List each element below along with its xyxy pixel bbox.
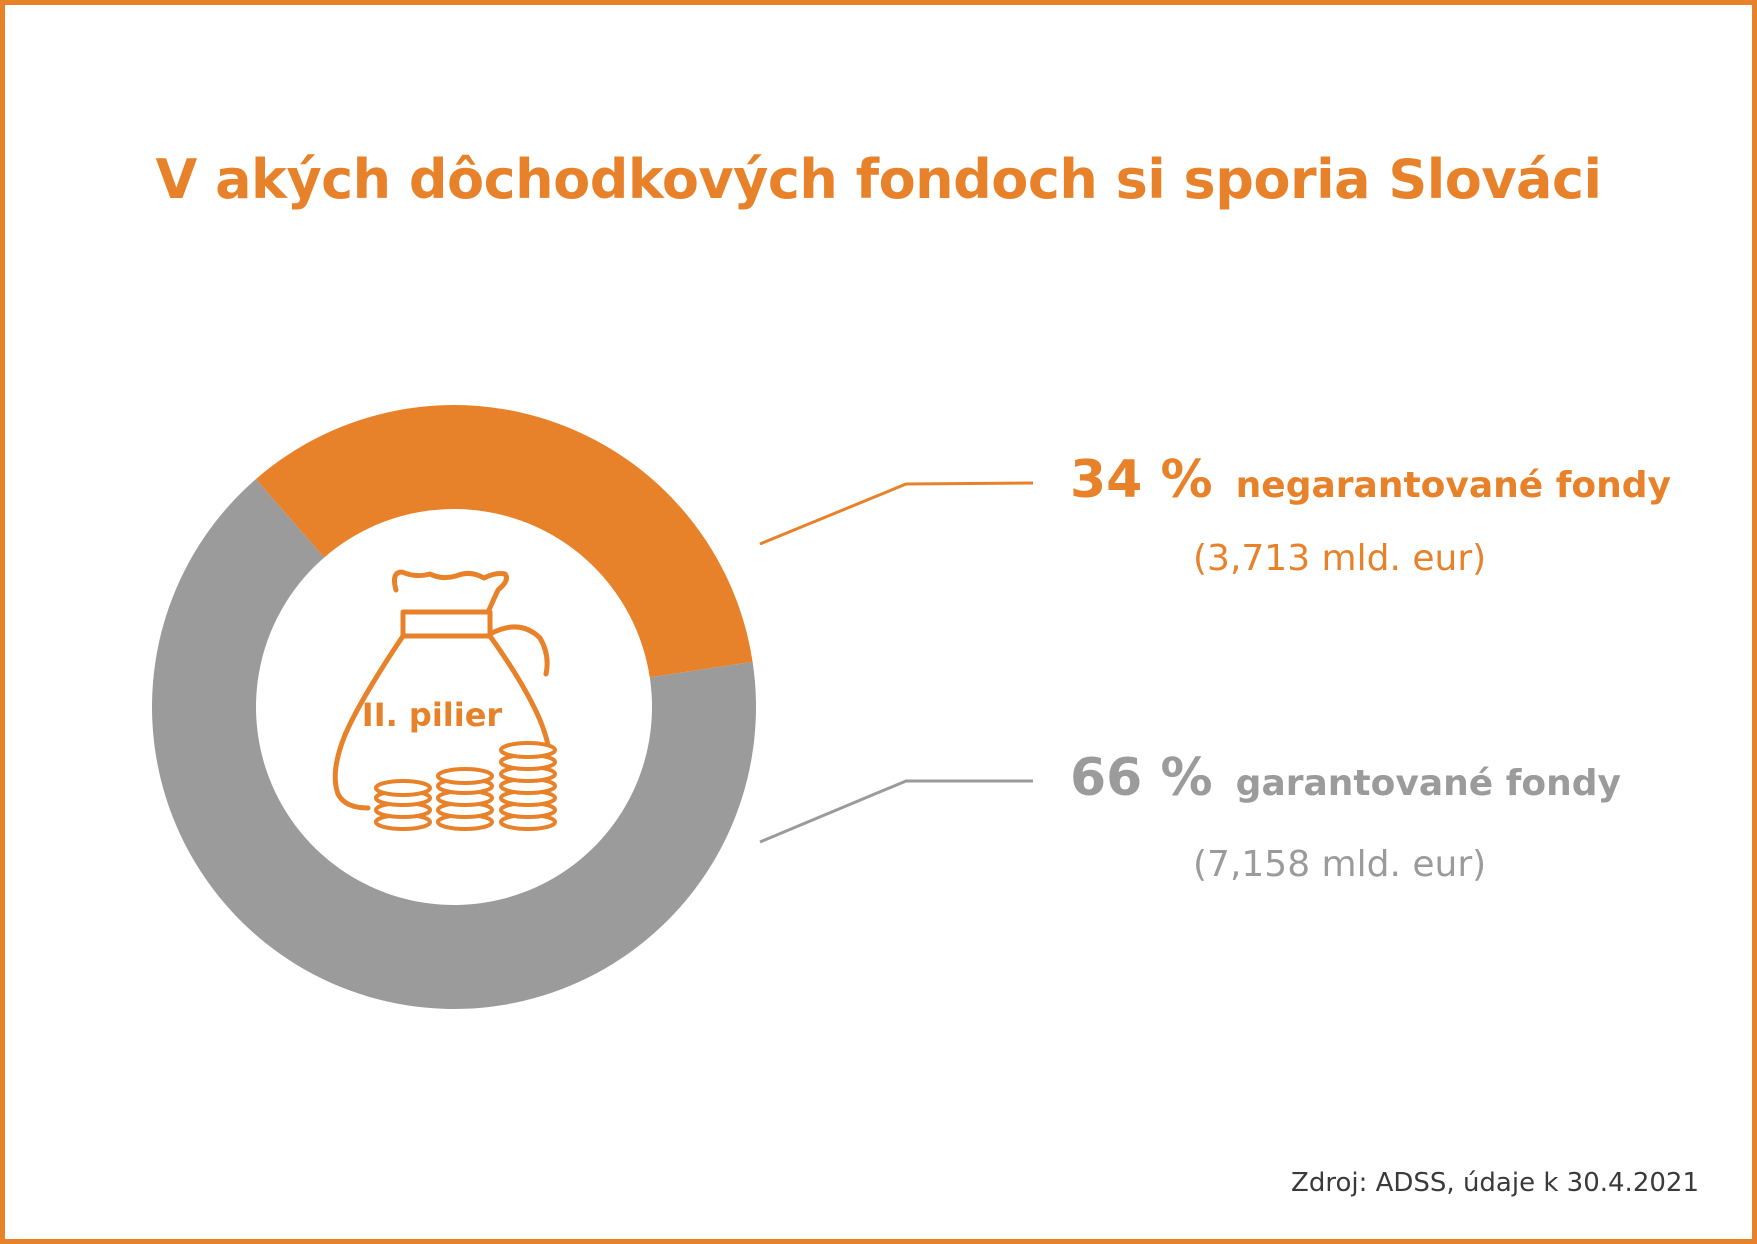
source-note: Zdroj: ADSS, údaje k 30.4.2021 <box>1291 1168 1699 1198</box>
leader-line-negarantovane <box>759 481 1034 546</box>
legend-item-garantovane: 66 % garantované fondy <box>1070 748 1621 808</box>
label-negarantovane: negarantované fondy <box>1235 465 1671 506</box>
amount-negarantovane: (3,713 mld. eur) <box>1193 538 1487 579</box>
chart-title: V akých dôchodkových fondoch si sporia S… <box>155 148 1603 211</box>
legend-item-negarantovane: 34 % negarantované fondy <box>1070 450 1671 510</box>
percent-garantovane: 66 % <box>1070 748 1213 808</box>
donut-slice-negarantovane <box>255 405 753 678</box>
label-garantovane: garantované fondy <box>1235 763 1621 804</box>
center-label: II. pilier <box>362 696 503 734</box>
donut-slices <box>151 405 757 1010</box>
coin-stack-icon <box>374 741 557 831</box>
donut-slice-garantovane <box>151 479 757 1010</box>
money-bag-icon <box>332 569 552 811</box>
percent-negarantovane: 34 % <box>1070 450 1213 510</box>
amount-garantovane: (7,158 mld. eur) <box>1193 844 1487 885</box>
leader-line-garantovane <box>759 779 1033 844</box>
